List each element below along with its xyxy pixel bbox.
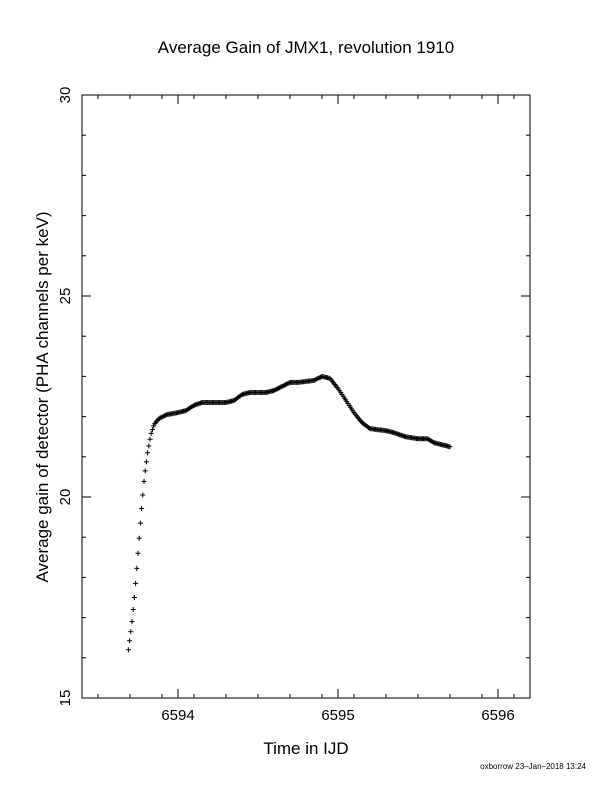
data-points [126,374,453,652]
data-point [140,492,145,497]
data-point [128,629,133,634]
data-point [144,459,149,464]
footer-credit: oxborrow 23–Jan–2018 13:24 [480,762,586,771]
data-point [148,437,153,442]
data-point [136,551,141,556]
x-tick-label: 6595 [321,707,354,724]
x-tick-label: 6594 [161,707,194,724]
data-point [132,595,137,600]
y-minor-ticks [82,135,530,658]
data-point [137,536,142,541]
x-tick-label: 6596 [481,707,514,724]
chart-title: Average Gain of JMX1, revolution 1910 [158,38,454,57]
y-tick-label: 15 [57,690,74,707]
y-tick-label: 25 [57,288,74,305]
y-tick-label: 30 [57,87,74,104]
y-axis-label: Average gain of detector (PHA channels p… [33,211,52,582]
data-point [149,431,154,436]
y-tick-label: 20 [57,489,74,506]
x-minor-ticks [98,95,514,698]
plot-frame [82,95,530,698]
data-point [150,427,155,432]
data-point [143,468,148,473]
data-point [151,423,156,428]
data-point [134,566,139,571]
data-point [138,521,143,526]
data-point [142,479,147,484]
x-axis-ticks: 6594 6595 6596 [161,95,514,724]
data-point [145,450,150,455]
x-axis-label: Time in IJD [263,739,348,758]
data-point [133,581,138,586]
data-point [130,619,135,624]
data-point [126,647,131,652]
data-point [146,443,151,448]
data-point [131,607,136,612]
y-axis-ticks: 15 20 25 30 [57,87,530,707]
data-point [139,506,144,511]
data-point [448,444,453,449]
data-point [127,638,132,643]
